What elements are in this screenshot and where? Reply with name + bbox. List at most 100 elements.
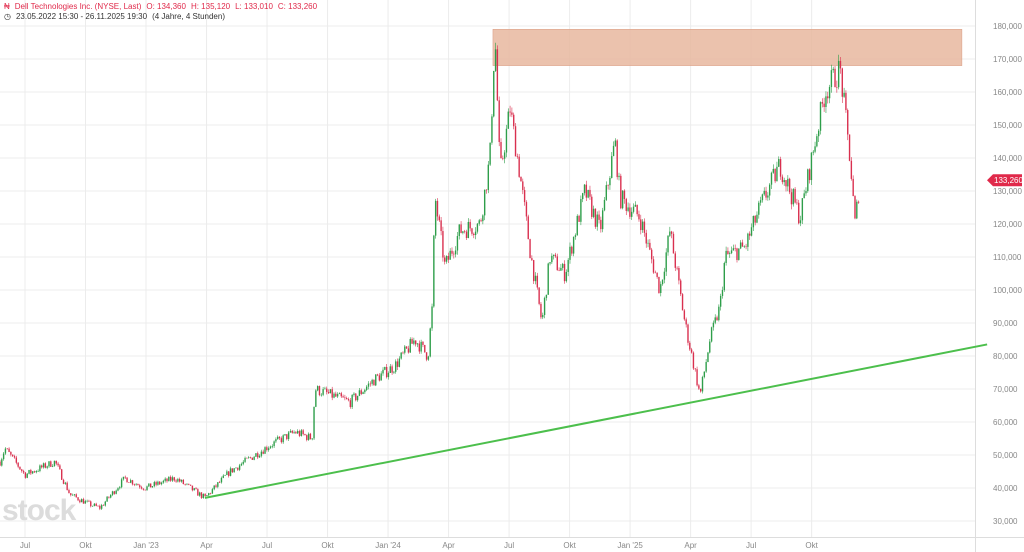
candle-body	[496, 49, 499, 101]
candle-body	[79, 500, 81, 503]
candle-body	[456, 235, 459, 251]
candle-body	[465, 231, 468, 239]
candle-body	[144, 489, 146, 491]
candle-body	[139, 485, 141, 488]
candle-body	[296, 431, 299, 434]
candle-body	[621, 190, 624, 209]
candle-body	[186, 483, 188, 485]
watermark-logo: stock	[2, 494, 76, 527]
candle-body	[563, 263, 566, 282]
candle-body	[131, 480, 134, 485]
candle-body	[155, 482, 157, 485]
candle-body	[454, 250, 457, 255]
candle-body	[160, 482, 163, 485]
candle-body	[217, 482, 219, 487]
candle-body	[169, 476, 172, 481]
candle-body	[694, 368, 696, 370]
candle-body	[819, 102, 822, 131]
candle-body	[827, 96, 829, 99]
candle-body	[627, 207, 629, 211]
candle-body	[228, 471, 230, 476]
candle-body	[237, 467, 239, 470]
candle-body	[600, 219, 602, 230]
candle-body	[108, 496, 110, 498]
candle-body	[678, 268, 680, 281]
candle-body	[344, 397, 346, 399]
candle-body	[102, 505, 105, 506]
candle-body	[120, 479, 123, 488]
candle-body	[572, 236, 575, 254]
candle-body	[529, 239, 531, 259]
candle-body	[449, 250, 451, 260]
candle-body	[689, 342, 691, 350]
candle-body	[389, 366, 391, 373]
candle-body	[765, 190, 767, 198]
candle-body	[171, 477, 174, 481]
candle-body	[331, 389, 333, 398]
candle-body	[462, 231, 464, 233]
candle-body	[395, 361, 397, 372]
candle-body	[88, 500, 90, 502]
candle-body	[660, 284, 662, 294]
candle-body	[447, 255, 450, 260]
y-tick-label: 100,000	[993, 286, 1022, 295]
candle-body	[767, 195, 769, 198]
candle-body	[690, 349, 693, 353]
candle-body	[796, 202, 798, 204]
candle-body	[611, 156, 613, 178]
candle-body	[754, 215, 756, 223]
candle-body	[556, 256, 558, 271]
candle-body	[104, 501, 106, 506]
candle-body	[790, 192, 793, 205]
candle-body	[211, 489, 214, 494]
candle-body	[536, 275, 539, 288]
y-tick-label: 70,000	[993, 385, 1018, 394]
candle-body	[483, 189, 486, 216]
candle-body	[830, 70, 833, 88]
candle-body	[758, 202, 760, 215]
candle-body	[364, 389, 366, 393]
candle-body	[810, 152, 813, 181]
candle-body	[273, 441, 275, 447]
candle-body	[469, 221, 471, 229]
candle-body	[193, 488, 195, 491]
candle-body	[436, 200, 439, 217]
candle-body	[322, 389, 324, 395]
candle-body	[75, 494, 77, 498]
candle-body	[264, 447, 266, 454]
candle-body	[812, 151, 814, 153]
candle-body	[560, 267, 562, 271]
candle-body	[340, 393, 342, 397]
candle-body	[768, 184, 771, 196]
candle-body	[598, 214, 600, 220]
candle-body	[856, 201, 858, 219]
x-tick-label: Jul	[504, 541, 514, 550]
candle-body	[251, 457, 254, 460]
candle-body	[670, 231, 673, 234]
candle-body	[534, 275, 537, 282]
candle-body	[255, 453, 257, 457]
candle-body	[631, 211, 633, 217]
x-tick-label: Apr	[200, 541, 213, 550]
candle-body	[734, 248, 736, 249]
candle-body	[641, 221, 644, 231]
y-tick-label: 90,000	[993, 319, 1018, 328]
candle-body	[302, 430, 304, 435]
candle-body	[440, 220, 442, 232]
candle-body	[111, 491, 114, 495]
candle-body	[616, 140, 618, 178]
candle-body	[774, 168, 776, 182]
candle-body	[841, 68, 843, 97]
candle-body	[817, 130, 820, 137]
candle-body	[730, 250, 733, 254]
candle-body	[582, 193, 584, 200]
candle-body	[687, 324, 689, 343]
candle-body	[458, 224, 460, 236]
instrument-title[interactable]: Dell Technologies Inc. (NYSE, Last)	[14, 2, 142, 11]
candle-body	[162, 480, 165, 483]
candle-body	[275, 439, 277, 442]
candle-body	[623, 190, 626, 200]
candle-body	[365, 386, 368, 390]
clock-icon: ◷	[4, 12, 11, 21]
